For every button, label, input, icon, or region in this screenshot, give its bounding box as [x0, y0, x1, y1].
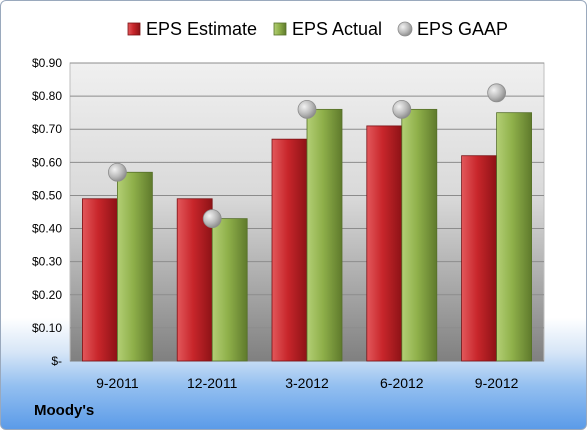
x-tick-label: 9-2012: [475, 375, 519, 391]
bar-eps-actual-9-2012: [496, 112, 533, 362]
bar-eps-estimate-3-2012: [271, 138, 308, 362]
y-tick-label: $0.70: [32, 122, 62, 136]
y-tick-label: $0.30: [32, 255, 62, 269]
y-tick-label: $0.90: [32, 56, 62, 70]
y-tick-label: $-: [51, 354, 62, 368]
bar-eps-estimate-9-2012: [461, 155, 498, 362]
y-tick-label: $0.10: [32, 321, 62, 335]
x-tick-label: 12-2011: [187, 375, 238, 391]
point-eps-gaap-6-2012: [392, 99, 412, 119]
y-tick-label: $0.40: [32, 222, 62, 236]
bar-eps-actual-6-2012: [401, 108, 438, 362]
source-label: Moody's: [34, 402, 95, 419]
point-eps-gaap-3-2012: [297, 99, 317, 119]
x-tick-label: 3-2012: [285, 375, 329, 391]
point-eps-gaap-12-2011: [202, 209, 222, 229]
x-tick-label: 6-2012: [380, 375, 424, 391]
bar-eps-estimate-9-2011: [82, 198, 118, 362]
point-eps-gaap-9-2012: [487, 83, 507, 103]
legend-swatch: [127, 22, 141, 36]
bar-eps-actual-9-2011: [117, 171, 153, 362]
y-tick-label: $0.80: [32, 89, 62, 103]
bar-eps-actual-12-2011: [211, 218, 248, 362]
legend-swatch: [273, 22, 287, 36]
bar-eps-estimate-6-2012: [366, 125, 403, 362]
x-tick-label: 9-2011: [96, 375, 139, 391]
bar-eps-actual-3-2012: [306, 108, 343, 362]
legend-label: EPS Estimate: [146, 19, 257, 39]
y-tick-label: $0.50: [32, 188, 62, 202]
legend-label: EPS Actual: [292, 19, 382, 39]
y-tick-label: $0.20: [32, 288, 62, 302]
legend-label: EPS GAAP: [417, 19, 508, 39]
legend-swatch: [397, 21, 413, 37]
point-eps-gaap-9-2011: [108, 162, 127, 182]
y-tick-label: $0.60: [32, 155, 62, 169]
